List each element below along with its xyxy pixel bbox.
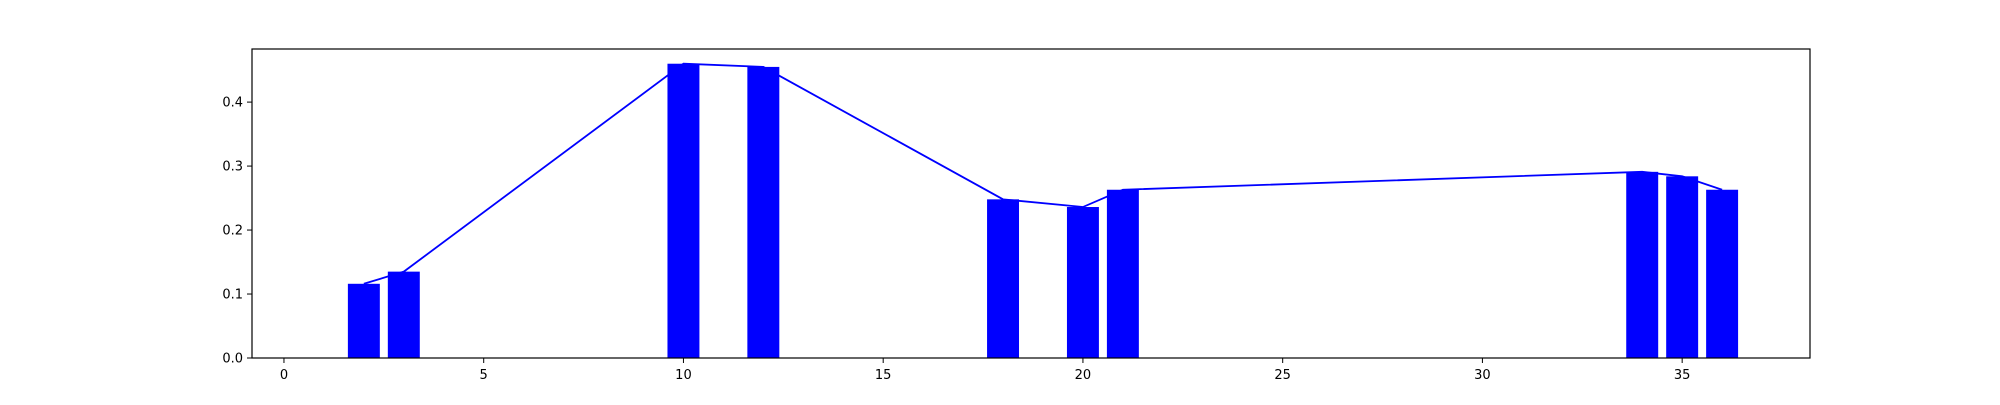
bars-layer bbox=[347, 63, 1739, 359]
x-tick-label-1: 5 bbox=[480, 368, 488, 383]
bar-3 bbox=[747, 66, 780, 359]
bar-2 bbox=[667, 63, 700, 358]
y-tick-label-3: 0.3 bbox=[222, 160, 243, 175]
x-tick-label-5: 25 bbox=[1274, 368, 1291, 383]
x-tick-label-6: 30 bbox=[1474, 368, 1491, 383]
y-tick-label-0: 0.0 bbox=[222, 352, 243, 367]
bar-7 bbox=[1626, 171, 1659, 358]
x-tick-label-7: 35 bbox=[1674, 368, 1691, 383]
y-tick-label-2: 0.2 bbox=[222, 224, 243, 239]
axes-layer bbox=[251, 48, 1811, 359]
bar-5 bbox=[1066, 207, 1099, 358]
bar-4 bbox=[987, 199, 1020, 358]
bar-9 bbox=[1706, 189, 1739, 358]
plot-frame bbox=[251, 48, 1811, 359]
x-tick-label-0: 0 bbox=[280, 368, 288, 383]
bar-6 bbox=[1106, 189, 1139, 358]
x-tick-label-2: 10 bbox=[675, 368, 692, 383]
x-tick-label-4: 20 bbox=[1075, 368, 1092, 383]
y-tick-label-4: 0.4 bbox=[222, 96, 243, 111]
line-layer bbox=[363, 62, 1723, 285]
ticks-layer: 0 5 10 15 20 25 30 35 0.0 0.1 0.2 0.3 0.4 bbox=[222, 96, 1690, 383]
bar-0 bbox=[347, 283, 380, 358]
bar-8 bbox=[1666, 176, 1699, 358]
x-tick-label-3: 15 bbox=[875, 368, 892, 383]
y-tick-label-1: 0.1 bbox=[222, 288, 243, 303]
series-line bbox=[363, 62, 1723, 285]
bar-1 bbox=[387, 271, 420, 358]
